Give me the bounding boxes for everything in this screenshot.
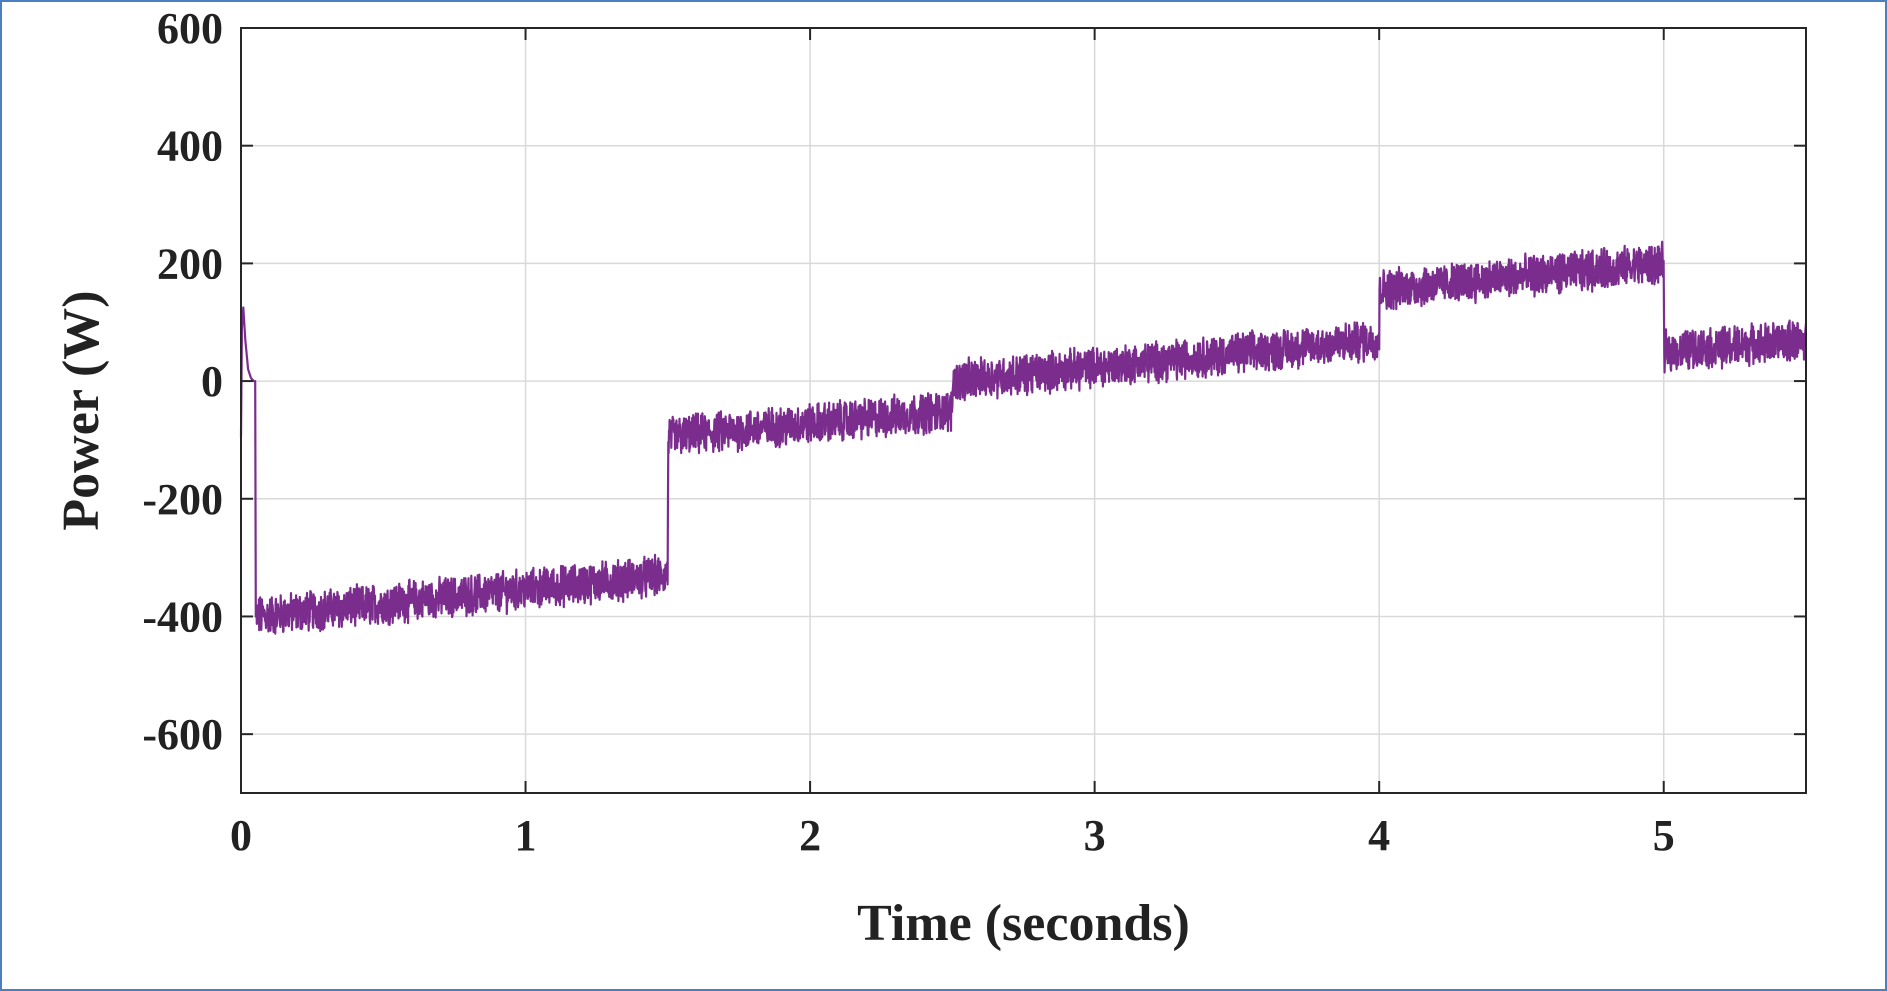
y-tick-label: 400 [157, 122, 223, 171]
y-axis-label: Power (W) [53, 290, 110, 530]
grid-lines [240, 27, 1806, 793]
x-tick-label: 0 [230, 811, 252, 860]
power-series-line [239, 240, 1808, 635]
y-tick-label: 200 [157, 239, 223, 288]
x-tick-label: 4 [1368, 811, 1390, 860]
y-tick-label: 0 [201, 357, 223, 406]
x-tick-label: 5 [1653, 811, 1675, 860]
axes-box [240, 27, 1807, 794]
y-tick-label: -200 [142, 475, 223, 524]
axis-ticks [240, 27, 1806, 793]
y-tick-label: -600 [142, 710, 223, 759]
tick-labels: 0 1 2 3 4 5 -600 -400 -200 0 200 400 600 [142, 4, 1674, 860]
x-tick-label: 1 [515, 811, 537, 860]
y-tick-label: 600 [157, 4, 223, 53]
x-tick-label: 2 [799, 811, 821, 860]
x-tick-label: 3 [1084, 811, 1106, 860]
plot-area [239, 240, 1808, 635]
y-tick-label: -400 [142, 592, 223, 641]
x-axis-label: Time (seconds) [857, 895, 1190, 952]
